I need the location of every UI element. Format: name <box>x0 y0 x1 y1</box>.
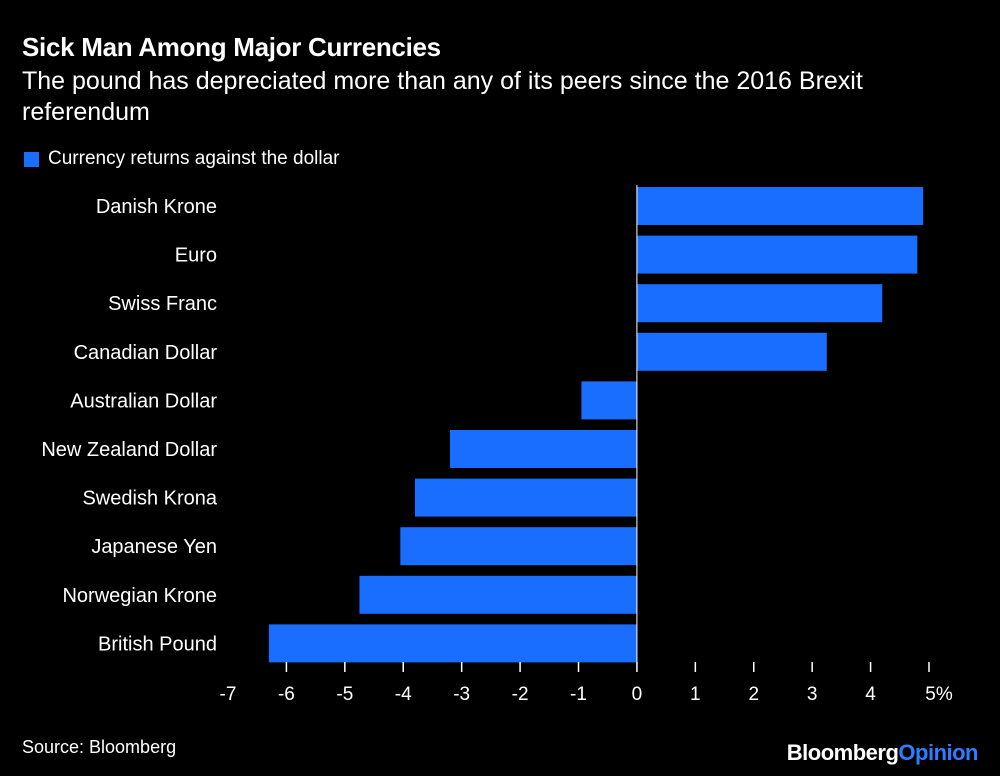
x-tick-label: 0 <box>632 684 643 705</box>
bar <box>268 624 637 663</box>
category-label: Canadian Dollar <box>74 342 218 364</box>
x-tick-label: -6 <box>278 684 295 705</box>
brand-primary: Bloomberg <box>786 740 899 765</box>
x-tick-label: -1 <box>570 684 587 705</box>
x-tick-label: 5% <box>925 684 953 705</box>
category-label: Norwegian Krone <box>62 585 217 607</box>
x-tick-label: -7 <box>220 684 237 705</box>
legend-label: Currency returns against the dollar <box>48 148 340 169</box>
category-label: Danish Krone <box>96 196 217 218</box>
chart-title: Sick Man Among Major Currencies <box>22 32 441 62</box>
category-label: New Zealand Dollar <box>41 439 217 461</box>
category-label: Euro <box>175 245 217 267</box>
x-tick-label: -3 <box>453 684 470 705</box>
chart-subtitle: The pound has depreciated more than any … <box>22 67 863 126</box>
x-tick-label: 4 <box>865 684 876 705</box>
bar <box>636 187 924 225</box>
bar <box>414 478 637 517</box>
bar <box>581 381 637 420</box>
bar <box>636 332 827 371</box>
x-tick-label: 1 <box>690 684 701 705</box>
x-tick-label: -4 <box>395 684 412 705</box>
bar <box>359 575 637 614</box>
category-label: Swedish Krona <box>82 488 217 510</box>
bar <box>636 284 883 323</box>
bar <box>636 235 918 274</box>
category-label: Japanese Yen <box>91 536 217 558</box>
bar <box>400 527 637 566</box>
category-label: Australian Dollar <box>70 390 217 412</box>
category-label: British Pound <box>98 633 217 655</box>
source-note: Source: Bloomberg <box>22 737 177 757</box>
legend-swatch <box>24 151 39 167</box>
bar <box>449 430 637 468</box>
x-tick-label: -5 <box>336 684 353 705</box>
x-tick-label: 2 <box>748 684 759 705</box>
brand-secondary: Opinion <box>898 740 978 765</box>
category-label: Swiss Franc <box>108 293 217 315</box>
x-tick-label: 3 <box>807 684 818 705</box>
x-tick-label: -2 <box>512 684 529 705</box>
brand-logo: BloombergOpinion <box>786 740 979 766</box>
legend: Currency returns against the dollar <box>24 148 339 170</box>
